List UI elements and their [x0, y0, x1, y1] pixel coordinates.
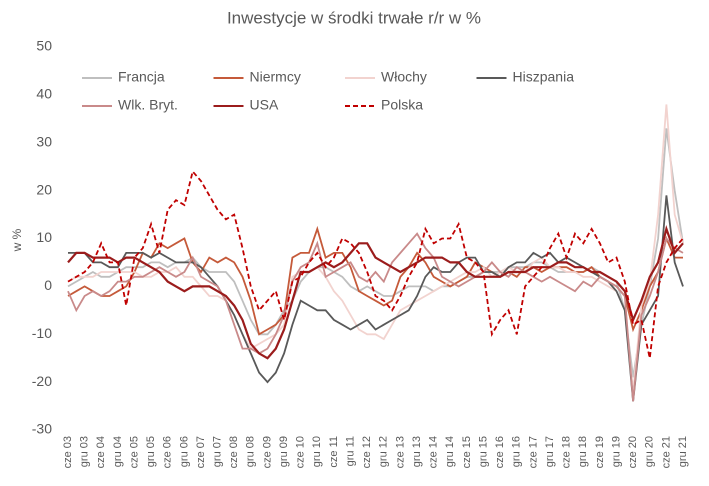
x-tick-label: gru 19	[610, 436, 622, 467]
x-tick-label: cze 21	[660, 436, 672, 468]
x-tick-label: gru 04	[112, 436, 124, 467]
x-tick-label: cze 08	[228, 436, 240, 468]
x-tick-label: gru 08	[245, 436, 257, 467]
x-tick-label: cze 12	[361, 436, 373, 468]
x-tick-label: gru 10	[311, 436, 323, 467]
y-tick-label: -10	[32, 325, 52, 341]
legend-label: Hiszpania	[513, 69, 575, 85]
series-line	[67, 232, 684, 402]
x-tick-label: cze 04	[95, 436, 107, 468]
y-tick-label: 50	[36, 38, 52, 54]
series-line	[67, 225, 683, 336]
x-tick-label: cze 07	[195, 436, 207, 468]
y-axis-label: w %	[10, 228, 24, 252]
x-tick-label: gru 13	[411, 436, 423, 467]
x-tick-label: gru 06	[178, 436, 190, 467]
y-tick-label: 20	[36, 181, 52, 197]
series-line	[67, 225, 684, 360]
series-line	[67, 169, 684, 359]
y-tick-label: 40	[36, 86, 52, 102]
legend-label: Niermcy	[250, 69, 301, 85]
x-tick-label: cze 03	[62, 436, 74, 468]
x-tick-label: gru 12	[378, 436, 390, 467]
y-tick-label: -20	[32, 373, 52, 389]
x-tick-label: cze 18	[561, 436, 573, 468]
legend-label: Francja	[118, 69, 165, 85]
legend-label: Włochy	[381, 69, 427, 85]
y-tick-label: 10	[36, 229, 52, 245]
x-tick-label: gru 15	[477, 436, 489, 467]
chart-title: Inwestycje w środki trwałe r/r w %	[227, 8, 481, 27]
x-tick-label: cze 06	[162, 436, 174, 468]
y-tick-label: -30	[32, 421, 52, 437]
x-tick-label: cze 09	[261, 436, 273, 468]
x-tick-label: gru 07	[212, 436, 224, 467]
series-line	[68, 195, 684, 402]
x-tick-label: cze 20	[627, 436, 639, 468]
x-tick-label: gru 20	[644, 436, 656, 467]
x-tick-label: gru 09	[278, 436, 290, 467]
x-tick-label: cze 10	[295, 436, 307, 468]
legend-label: Wlk. Bryt.	[118, 97, 178, 113]
x-tick-label: cze 17	[527, 436, 539, 468]
series-line	[67, 104, 684, 392]
x-tick-label: gru 11	[344, 436, 356, 466]
legend-label: USA	[250, 97, 279, 113]
x-tick-label: gru 16	[511, 436, 523, 467]
y-tick-label: 0	[44, 277, 52, 293]
x-tick-label: gru 14	[444, 436, 456, 467]
x-tick-label: cze 14	[428, 436, 440, 468]
x-tick-label: gru 21	[677, 436, 689, 467]
legend-label: Polska	[381, 97, 423, 113]
x-tick-label: gru 03	[79, 436, 91, 467]
x-tick-label: gru 05	[145, 436, 157, 467]
x-tick-label: gru 18	[577, 436, 589, 467]
x-tick-label: cze 19	[594, 436, 606, 468]
x-tick-label: cze 11	[328, 436, 340, 468]
x-tick-label: cze 15	[461, 436, 473, 468]
y-tick-label: 30	[36, 133, 52, 149]
x-tick-label: cze 16	[494, 436, 506, 468]
x-tick-label: cze 13	[394, 436, 406, 468]
x-tick-label: cze 05	[128, 436, 140, 468]
x-tick-label: gru 17	[544, 436, 556, 467]
